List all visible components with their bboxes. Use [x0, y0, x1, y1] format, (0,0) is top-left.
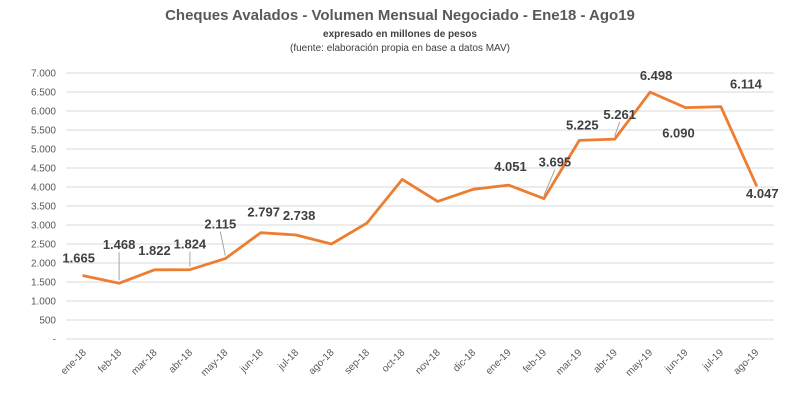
- series: [82, 90, 758, 285]
- data-point: [684, 106, 687, 109]
- data-point: [330, 242, 333, 246]
- data-point: [613, 137, 616, 141]
- x-tick-label: may-18: [199, 347, 231, 379]
- x-tick-label: may-19: [624, 347, 656, 379]
- x-tick-label: jun-19: [662, 347, 690, 375]
- y-tick-label: -: [53, 335, 56, 346]
- data-point: [294, 233, 298, 237]
- data-label: 1.665: [62, 251, 95, 266]
- data-point: [648, 90, 652, 94]
- y-tick-label: 2.000: [31, 259, 56, 270]
- data-label: 6.090: [662, 126, 695, 141]
- data-label: 6.498: [640, 68, 673, 83]
- data-point: [542, 197, 546, 200]
- chart-source: (fuente: elaboración propia en base a da…: [290, 43, 510, 54]
- label-leader-line: [543, 169, 556, 196]
- x-tick-label: mar-19: [554, 347, 584, 377]
- data-point: [401, 178, 404, 181]
- y-tick-label: 1.000: [31, 297, 56, 308]
- y-axis: - 500 1.000 1.500 2.000 2.500 3.000 3.500 4.000 4…: [31, 69, 56, 346]
- x-tick-label: feb-18: [96, 347, 124, 375]
- data-point: [153, 268, 156, 271]
- label-leader-line: [614, 121, 621, 137]
- chart-subtitle: expresado en millones de pesos: [323, 29, 477, 40]
- x-tick-label: ago-18: [307, 347, 337, 377]
- x-tick-label: jul-19: [700, 347, 726, 373]
- chart-title: Cheques Avalados - Volumen Mensual Negoc…: [165, 7, 635, 24]
- x-tick-label: ene-18: [59, 347, 89, 377]
- x-tick-label: ene-19: [484, 347, 514, 377]
- y-tick-label: 4.000: [31, 183, 56, 194]
- data-label: 1.822: [138, 243, 171, 258]
- x-tick-label: jun-18: [238, 347, 266, 375]
- data-point: [117, 282, 121, 285]
- data-point: [507, 183, 510, 187]
- data-label: 2.738: [283, 208, 316, 223]
- data-label: 5.261: [603, 107, 636, 122]
- x-tick-label: dic-18: [451, 347, 478, 374]
- gridlines: [66, 72, 774, 340]
- data-label: 3.695: [539, 155, 572, 170]
- y-tick-label: 7.000: [31, 69, 56, 80]
- data-point: [259, 231, 262, 234]
- x-tick-label: mar-18: [129, 347, 159, 377]
- x-tick-label: feb-19: [521, 347, 549, 375]
- x-tick-label: jul-18: [275, 347, 301, 373]
- label-leaders: [118, 121, 621, 281]
- x-tick-label: nov-18: [413, 347, 443, 377]
- y-tick-label: 5.500: [31, 126, 56, 137]
- data-label: 1.824: [174, 237, 207, 252]
- y-tick-label: 6.500: [31, 88, 56, 99]
- x-axis: ene-18 feb-18 mar-18 abr-18 may-18 jun-18 jul-…: [59, 347, 762, 379]
- data-point: [755, 184, 758, 187]
- data-point: [719, 105, 723, 108]
- y-tick-label: 5.000: [31, 145, 56, 156]
- x-tick-label: abr-19: [592, 347, 621, 376]
- data-label: 5.225: [566, 117, 599, 132]
- data-label: 2.797: [247, 205, 280, 220]
- data-point: [471, 188, 475, 191]
- y-tick-label: 500: [39, 316, 56, 327]
- y-tick-label: 4.500: [31, 164, 56, 175]
- data-label: 4.051: [494, 159, 527, 174]
- series-line: [82, 90, 758, 285]
- y-tick-label: 2.500: [31, 240, 56, 251]
- data-point: [82, 274, 85, 277]
- x-tick-label: oct-18: [380, 347, 408, 375]
- data-label: 6.114: [730, 77, 763, 92]
- y-tick-label: 3.000: [31, 221, 56, 232]
- x-tick-label: ago-19: [732, 347, 762, 377]
- data-point: [188, 268, 192, 271]
- x-tick-label: sep-18: [343, 347, 373, 377]
- data-point: [224, 257, 227, 260]
- data-point: [365, 221, 369, 225]
- data-label: 1.468: [103, 237, 136, 252]
- data-point: [578, 139, 581, 142]
- label-leader-line: [219, 231, 226, 256]
- y-tick-label: 3.500: [31, 202, 56, 213]
- y-tick-label: 1.500: [31, 278, 56, 289]
- data-point: [436, 200, 439, 203]
- data-label: 2.115: [204, 217, 236, 232]
- x-tick-label: abr-18: [167, 347, 196, 376]
- y-tick-label: 6.000: [31, 107, 56, 118]
- data-label: 4.047: [746, 186, 779, 201]
- data-labels: 1.665 1.468 1.822 1.824 2.115 2.797 2.738 4.051…: [62, 68, 778, 266]
